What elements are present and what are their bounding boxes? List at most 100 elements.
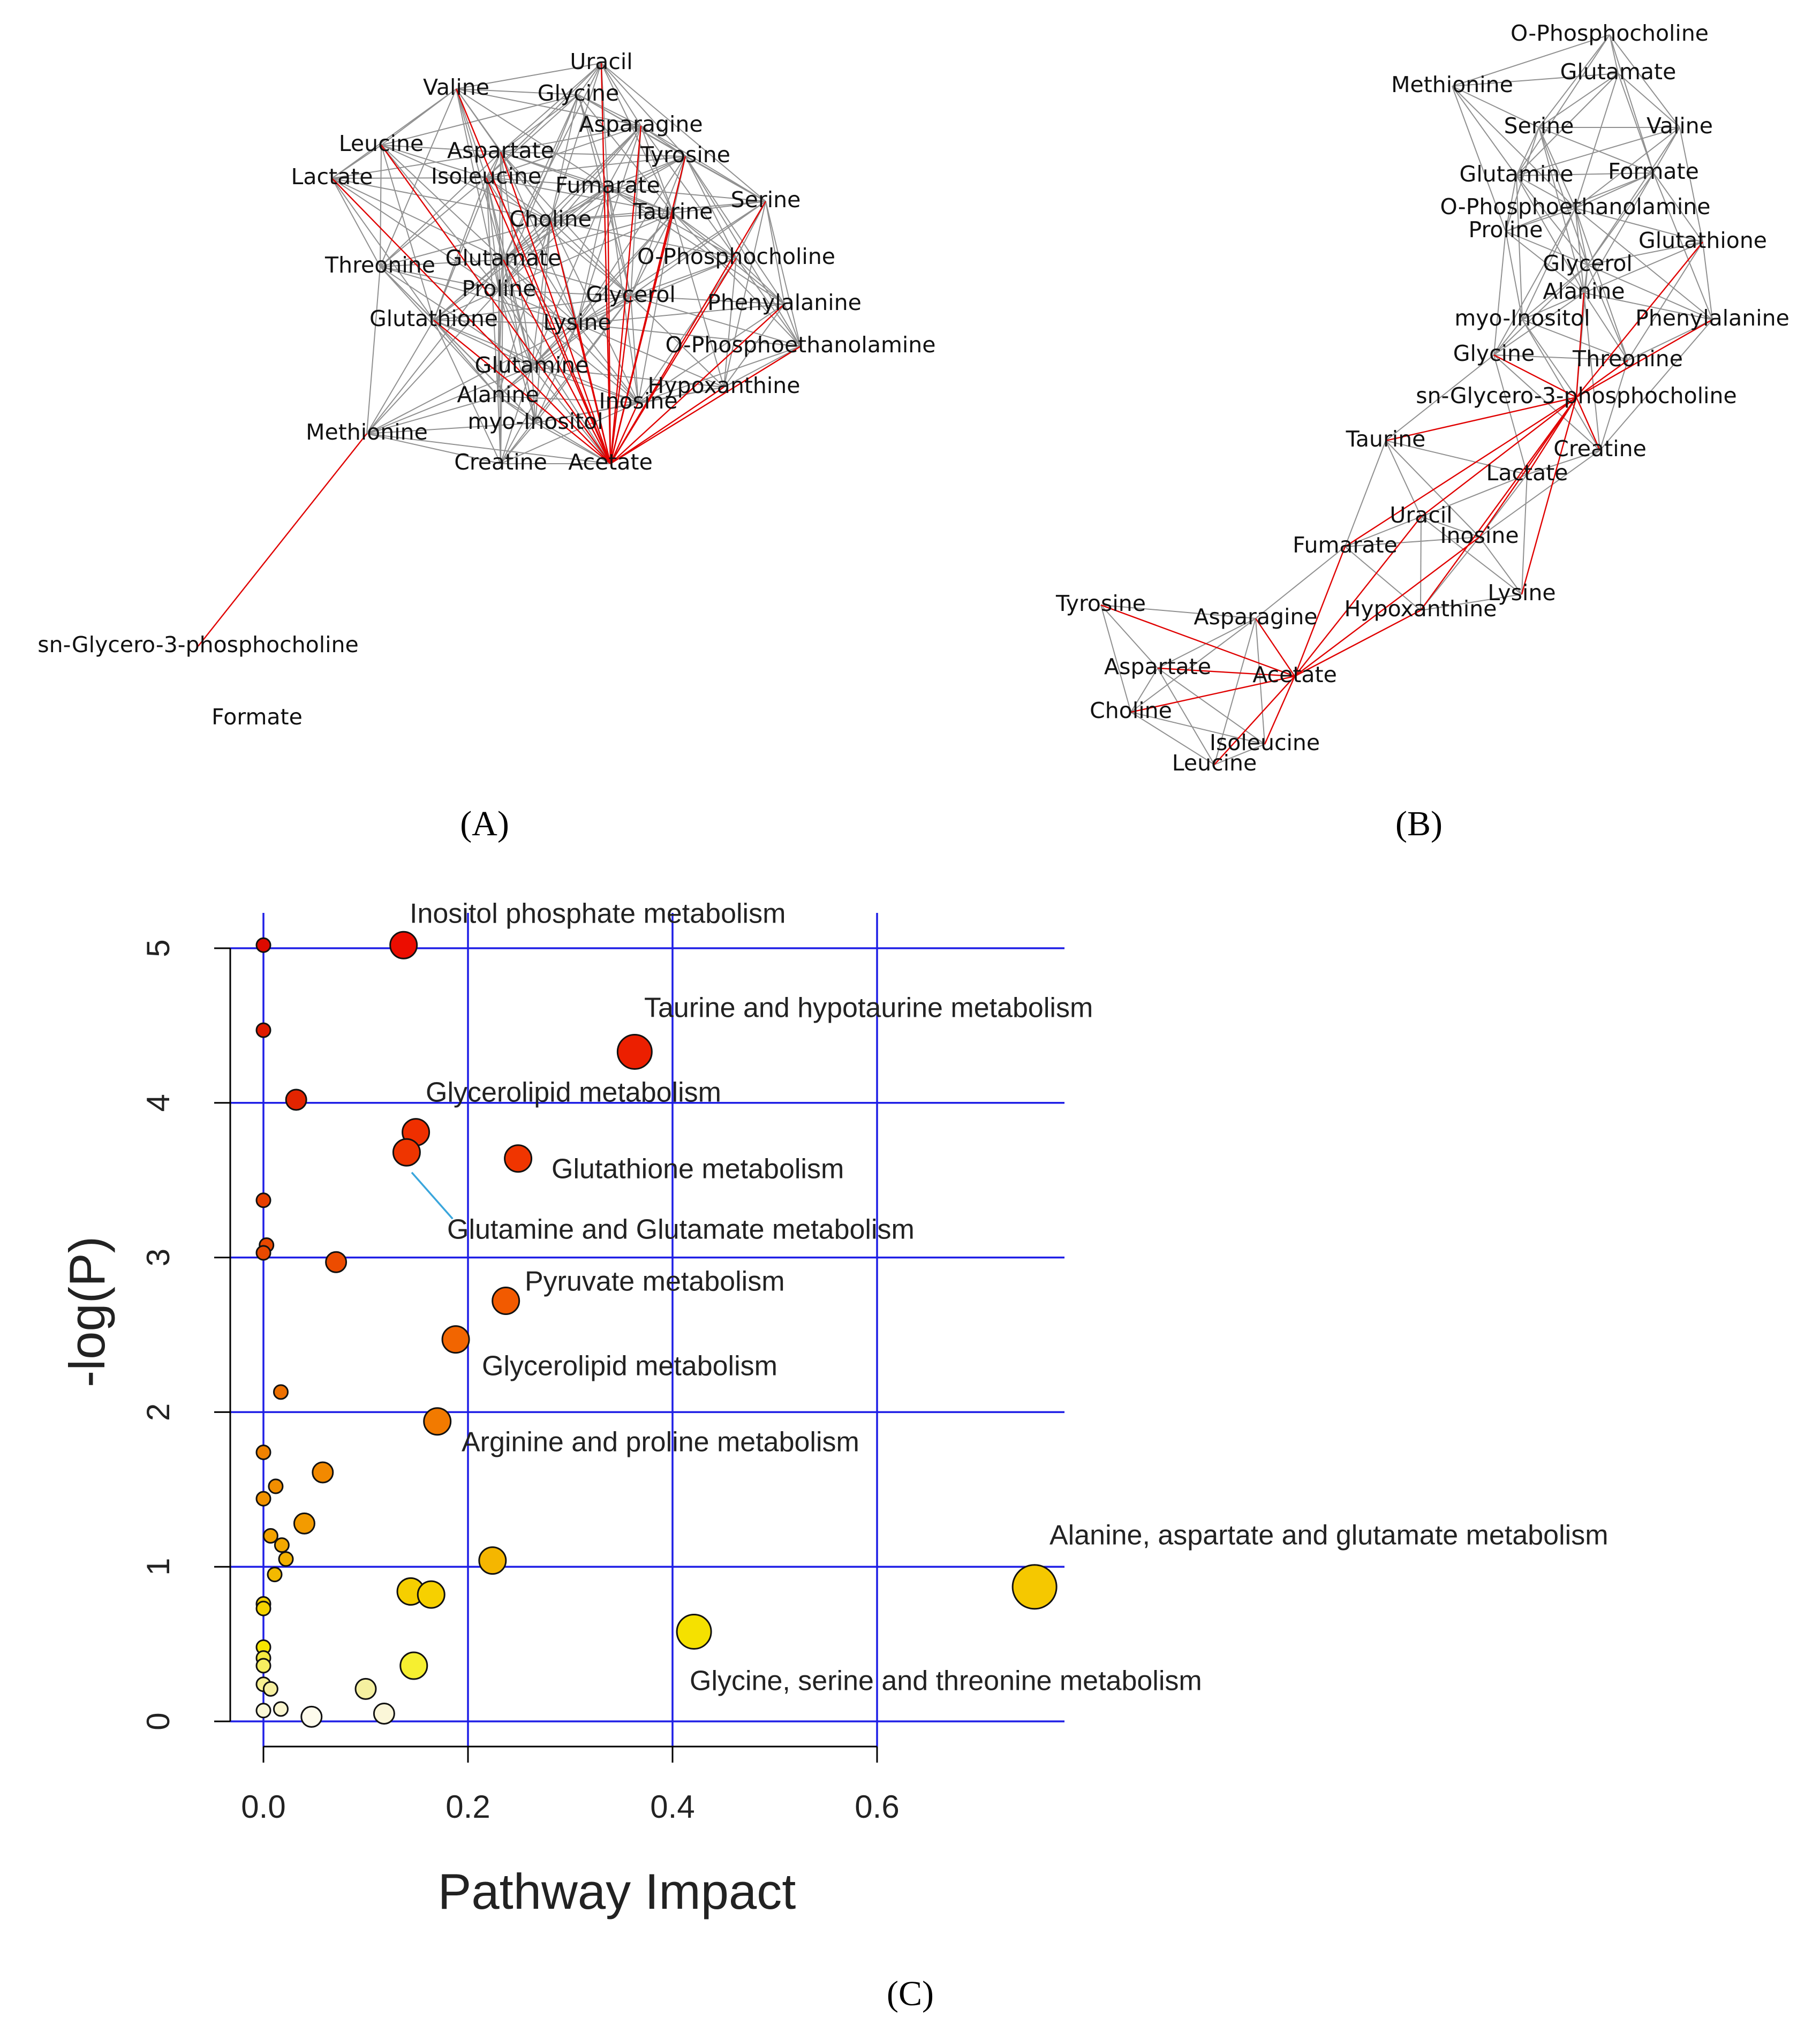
network-a-edge-gray — [497, 396, 611, 464]
network-a-edge-gray — [380, 220, 551, 267]
annotation-label: Glycerolipid metabolism — [482, 1351, 777, 1382]
network-a-edge-gray — [577, 296, 631, 324]
network-a-edge-gray — [499, 290, 501, 464]
network-b-edge-red — [1575, 397, 1601, 451]
network-b-edge-gray — [1599, 360, 1628, 451]
network-b-node-glutamine: Glutamine — [1460, 161, 1574, 187]
network-a-edge-gray — [380, 259, 504, 267]
network-b-edge-gray — [1583, 292, 1628, 361]
network-a-edge-red — [455, 88, 611, 464]
network-b-edge-gray — [1522, 319, 1600, 451]
annotation-label: Taurine and hypotaurine metabolism — [644, 993, 1093, 1024]
network-b-edge-red — [1130, 675, 1295, 713]
network-b-edge-red — [1479, 397, 1577, 538]
network-a-edge-gray — [456, 88, 487, 178]
network-b-node-alanine: Alanine — [1543, 278, 1625, 304]
network-a-edge-red — [610, 345, 801, 465]
network-a-edge-gray — [723, 304, 785, 388]
network-a-edge-gray — [503, 259, 536, 424]
network-b-node-taurine: Taurine — [1346, 426, 1426, 452]
network-b-edge-gray — [1214, 618, 1256, 765]
network-a-edge-gray — [331, 178, 551, 221]
network-a-edge-gray — [673, 201, 766, 214]
network-a-edge-gray — [500, 152, 551, 221]
network-b-edge-gray — [1522, 208, 1576, 320]
network-b-node-hypoxanthine: Hypoxanthine — [1345, 596, 1497, 622]
network-b-edge-gray — [1493, 319, 1523, 356]
network-a-node-o-phosphocholine: O-Phosphocholine — [637, 244, 835, 269]
data-point — [492, 1286, 520, 1315]
network-b-edge-gray — [1587, 264, 1713, 320]
annotation-leader-line — [411, 1172, 454, 1220]
network-a-edge-gray — [503, 213, 674, 260]
network-b-edge-gray — [1385, 440, 1480, 538]
network-a-node-creatine: Creatine — [454, 449, 547, 475]
network-b-edge-gray — [1583, 292, 1713, 320]
network-a-edge-gray — [638, 346, 801, 403]
data-point — [354, 1677, 377, 1700]
network-b-edge-gray — [1100, 604, 1158, 669]
network-b-edge-red — [1294, 536, 1480, 677]
network-a-edge-gray — [578, 94, 641, 126]
data-point — [268, 1478, 284, 1494]
network-b-edge-gray — [1130, 712, 1265, 745]
network-b-edge-gray — [1609, 34, 1654, 173]
network-a-edge-gray — [486, 177, 578, 324]
network-a-edge-gray — [500, 366, 532, 464]
network-a-edge-gray — [366, 323, 578, 434]
network-b-node-myo-inositol: myo-Inositol — [1454, 305, 1590, 331]
network-b-edge-gray — [1493, 354, 1628, 361]
panel-label-a: (A) — [460, 804, 509, 843]
y-tick-label: 1 — [140, 1558, 176, 1576]
network-b-edge-red — [1576, 241, 1703, 398]
network-a-edge-gray — [381, 145, 501, 153]
network-b-edge-gray — [1493, 354, 1600, 451]
network-a-node-threonine: Threonine — [324, 252, 435, 278]
network-b-edge-gray — [1522, 292, 1584, 320]
network-a-edge-gray — [577, 156, 686, 324]
network-a-edge-gray — [381, 145, 434, 321]
network-b-node-phenylalanine: Phenylalanine — [1635, 305, 1789, 331]
network-a-edge-gray — [380, 266, 578, 324]
network-a-edge-gray — [673, 213, 785, 305]
network-b-edge-gray — [1575, 208, 1703, 243]
network-a-edge-gray — [550, 94, 579, 221]
network-a-edge-gray — [601, 63, 766, 202]
network-a-edge-gray — [366, 320, 434, 434]
network-b-edge-gray — [1538, 127, 1588, 266]
network-a-edge-gray — [577, 213, 674, 324]
network-a-edge-gray — [381, 94, 579, 146]
network-b-node-valine: Valine — [1647, 113, 1713, 139]
network-a-edge-red — [331, 178, 611, 464]
data-point — [676, 1613, 712, 1650]
network-a-edge-gray — [486, 125, 641, 178]
annotation-label: Arginine and proline metabolism — [462, 1427, 859, 1458]
network-b-edge-gray — [1599, 319, 1713, 451]
annotation-label: Glycine, serine and threonine metabolism — [690, 1666, 1202, 1697]
network-b-edge-gray — [1130, 668, 1158, 713]
network-b-edge-gray — [1538, 73, 1619, 128]
data-point — [255, 1022, 271, 1038]
network-a-node-inosine: Inosine — [599, 388, 677, 414]
network-b-edge-gray — [1157, 668, 1265, 745]
data-point — [255, 1245, 271, 1261]
network-b-edge-gray — [1653, 127, 1680, 173]
network-a-edge-red — [609, 213, 674, 464]
y-tick-label: 3 — [140, 1249, 176, 1266]
network-a-edge-gray — [499, 152, 501, 291]
x-tick-label: 0.0 — [241, 1789, 285, 1825]
network-a-edge-gray — [380, 266, 500, 291]
network-a-edge-gray — [685, 156, 766, 202]
network-b-node-aspartate: Aspartate — [1104, 654, 1211, 679]
network-a-node-asparagine: Asparagine — [579, 111, 703, 137]
network-a-edge-gray — [723, 201, 766, 388]
network-a-edge-gray — [366, 433, 501, 464]
chart-axes — [214, 947, 878, 1763]
network-a-edge-gray — [497, 366, 532, 397]
data-point — [325, 1251, 348, 1273]
network-a-edge-gray — [765, 201, 785, 305]
data-point — [300, 1705, 323, 1728]
network-a-edge-gray — [456, 88, 500, 291]
network-b-edge-gray — [1516, 175, 1588, 266]
